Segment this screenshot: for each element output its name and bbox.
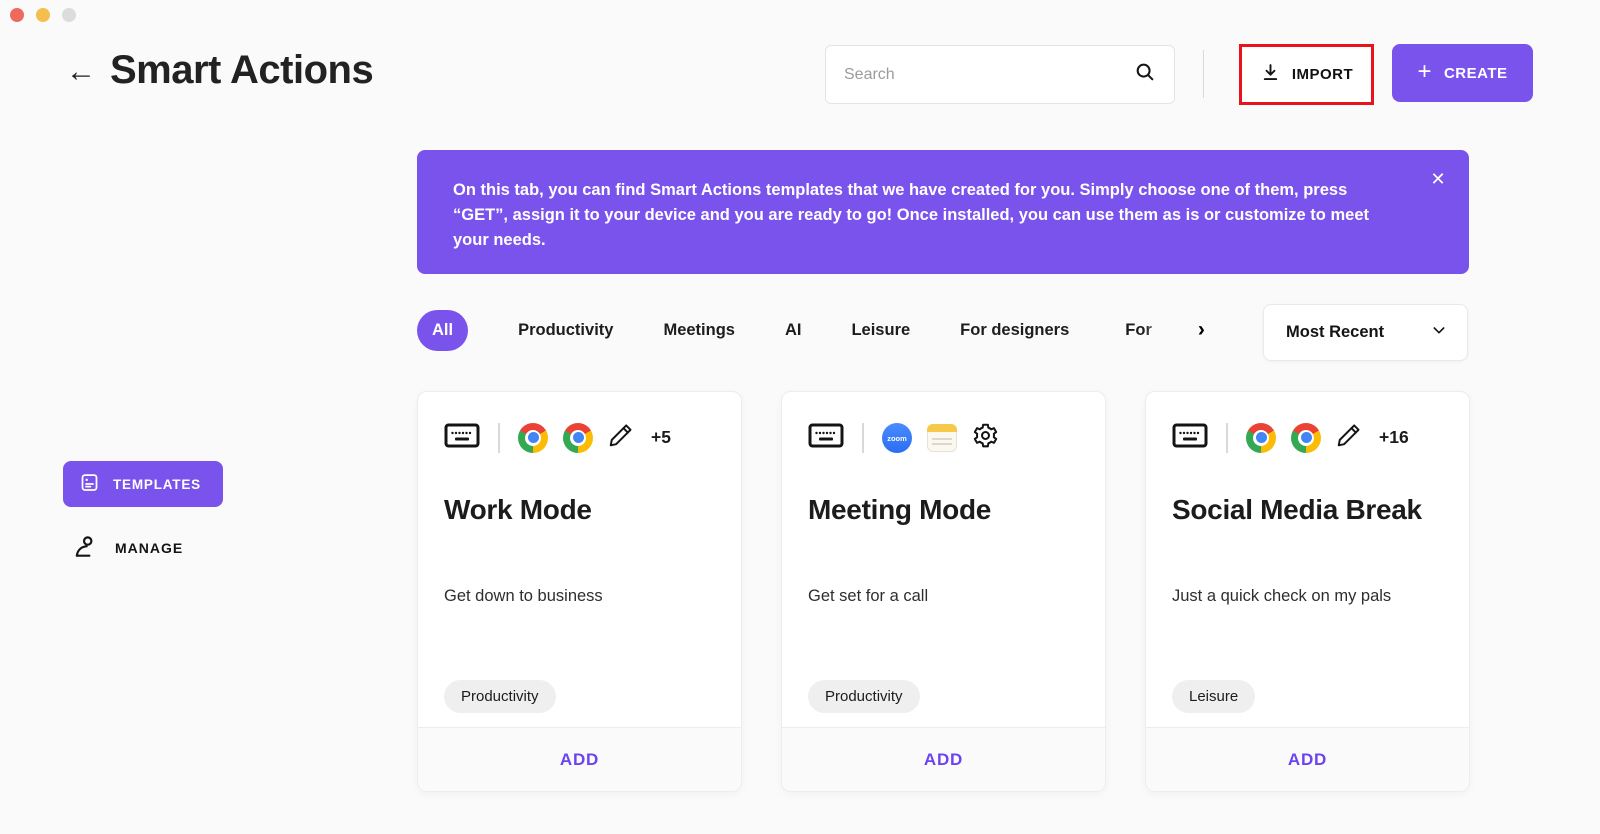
card-title: Work Mode [444,494,592,525]
card-icon-row: +16 [1172,422,1409,453]
import-button-label: IMPORT [1291,66,1354,83]
fullscreen-window-button[interactable] [62,8,76,22]
gear-icon [972,422,999,454]
icon-divider [498,422,500,453]
templates-icon [79,472,100,496]
filter-chip-row: All Productivity Meetings AI Leisure For… [417,308,1205,352]
add-button[interactable]: ADD [559,749,600,769]
info-banner: On this tab, you can find Smart Actions … [417,150,1469,274]
chrome-icon [1246,422,1276,453]
filter-chip-all[interactable]: All [417,309,469,351]
filter-chip-productivity[interactable]: Productivity [518,320,614,339]
template-card-work-mode[interactable]: +5 Work Mode Get down to business Produc… [417,391,742,792]
search-input[interactable] [844,65,1134,84]
download-icon [1260,62,1281,87]
add-button[interactable]: ADD [1287,749,1328,769]
sort-dropdown-value: Most Recent [1286,323,1385,341]
filter-chip-ai[interactable]: AI [784,320,802,339]
category-badge: Productivity [808,680,920,713]
category-badge: Leisure [1172,680,1256,713]
create-button[interactable]: + CREATE [1392,44,1533,102]
import-highlight-annotation: IMPORT [1239,44,1374,105]
page-title: Smart Actions [110,48,374,92]
card-description: Get down to business [444,587,603,605]
zoom-app-icon: zoom [882,423,912,453]
template-card-meeting-mode[interactable]: zoom Meeting Mode Get set for a call Pro… [781,391,1106,792]
header-divider [1203,50,1204,98]
sidebar-item-templates-label: TEMPLATES [113,476,201,492]
filter-chip-truncated[interactable]: For [1125,321,1178,340]
info-banner-text: On this tab, you can find Smart Actions … [453,181,1369,249]
close-window-button[interactable] [10,8,24,22]
manage-person-icon [72,534,98,563]
window-controls [10,8,76,22]
sidebar-item-manage[interactable]: MANAGE [72,528,183,568]
card-footer: ADD [418,727,741,791]
chevron-right-icon[interactable]: › [1197,318,1205,341]
chrome-icon [563,422,593,453]
add-button[interactable]: ADD [923,749,964,769]
extra-apps-count: +16 [1379,427,1409,447]
icon-divider [862,423,864,453]
card-title: Social Media Break [1172,494,1422,525]
template-card-social-media-break[interactable]: +16 Social Media Break Just a quick chec… [1145,391,1470,792]
sort-dropdown[interactable]: Most Recent [1263,304,1468,361]
notes-app-icon [927,424,957,452]
keyboard-icon [1172,423,1208,453]
back-arrow-icon[interactable]: ← [66,55,96,88]
chrome-icon [518,422,548,453]
chrome-icon [1291,422,1321,453]
card-icon-row: zoom [808,422,999,454]
sidebar-item-templates[interactable]: TEMPLATES [63,461,223,507]
icon-divider [1226,422,1228,453]
create-button-label: CREATE [1443,64,1508,82]
card-footer: ADD [1146,727,1469,791]
plus-icon: + [1417,58,1432,85]
keyboard-icon [808,423,844,453]
template-card-grid: +5 Work Mode Get down to business Produc… [417,391,1470,792]
card-footer: ADD [782,727,1105,791]
filter-chip-meetings[interactable]: Meetings [663,320,735,339]
keyboard-icon [444,423,480,453]
card-title: Meeting Mode [808,494,992,525]
minimize-window-button[interactable] [36,8,50,22]
import-button[interactable]: IMPORT [1245,50,1368,99]
card-description: Just a quick check on my pals [1172,587,1392,605]
category-badge: Productivity [444,680,556,713]
search-icon [1134,61,1156,88]
close-icon[interactable]: ✕ [1425,166,1451,192]
chevron-down-icon [1431,322,1447,343]
filter-chip-for-designers[interactable]: For designers [960,320,1070,339]
pencil-icon [1336,422,1362,453]
pencil-icon [608,422,634,453]
search-box[interactable] [825,45,1175,104]
card-icon-row: +5 [444,422,671,453]
extra-apps-count: +5 [651,427,671,447]
card-description: Get set for a call [808,587,929,605]
filter-chip-leisure[interactable]: Leisure [851,320,911,339]
sidebar-item-manage-label: MANAGE [115,540,184,556]
